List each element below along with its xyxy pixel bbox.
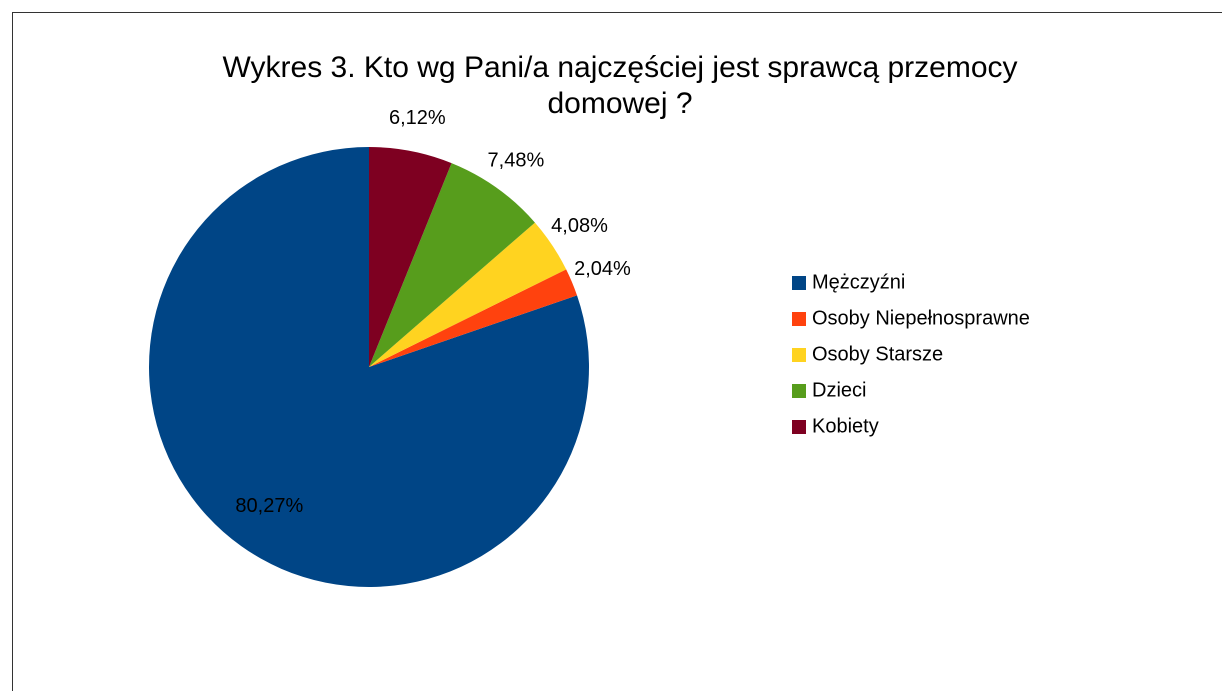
pie-slice — [369, 269, 578, 367]
legend-swatch — [792, 312, 806, 326]
data-label: 2,04% — [574, 258, 631, 280]
chart-title: Wykres 3. Kto wg Pani/a najczęściej jest… — [222, 51, 1018, 120]
pie-slice — [369, 147, 452, 367]
legend-label: Dzieci — [812, 379, 866, 401]
data-label: 6,12% — [389, 107, 446, 129]
legend-swatch — [792, 384, 806, 398]
data-label: 80,27% — [235, 495, 303, 517]
legend-label: Mężczyźni — [812, 271, 905, 293]
data-label: 7,48% — [488, 149, 545, 171]
legend-swatch — [792, 276, 806, 290]
legend-label: Kobiety — [812, 415, 879, 437]
pie-slice — [369, 163, 535, 367]
chart-frame — [12, 12, 1222, 691]
legend-label: Osoby Niepełnosprawne — [812, 307, 1030, 329]
legend-label: Osoby Starsze — [812, 343, 943, 365]
pie-slice — [369, 222, 567, 367]
legend-swatch — [792, 420, 806, 434]
legend-swatch — [792, 348, 806, 362]
data-label: 4,08% — [551, 215, 608, 237]
